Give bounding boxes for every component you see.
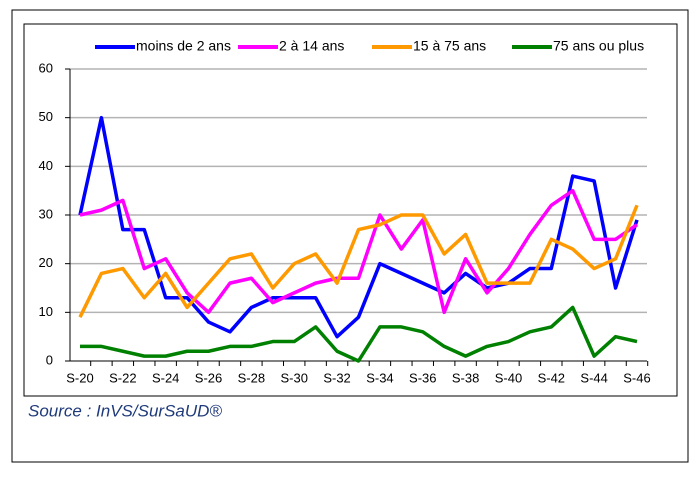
x-tick-label: S-42	[538, 370, 565, 385]
series-line	[80, 305, 638, 363]
source: Source : InVS/SurSaUD®	[28, 401, 222, 420]
y-tick-label: 60	[39, 60, 53, 75]
x-tick-label: S-22	[109, 370, 136, 385]
legend-label: moins de 2 ans	[136, 38, 231, 54]
legend-label: 2 à 14 ans	[279, 38, 344, 54]
y-tick-label: 50	[39, 109, 53, 124]
series-line	[78, 204, 639, 318]
x-tick-label: S-28	[238, 370, 265, 385]
x-tick-label: S-24	[152, 370, 179, 385]
series-line	[78, 115, 639, 339]
x-tick-label: S-34	[366, 370, 393, 385]
x-tick-label: S-30	[280, 370, 307, 385]
x-tick-label: S-40	[495, 370, 522, 385]
y-tick-label: 20	[39, 255, 53, 270]
y-tick-label: 0	[46, 352, 53, 367]
x-tick-label: S-20	[66, 370, 93, 385]
x-tick-label: S-46	[623, 370, 650, 385]
chart-frame	[23, 23, 678, 397]
x-tick-label: S-36	[409, 370, 436, 385]
x-tick-label: S-44	[580, 370, 607, 385]
y-tick-label: 10	[39, 304, 53, 319]
x-tick-label: S-38	[452, 370, 479, 385]
legend-label: 75 ans ou plus	[553, 38, 644, 54]
y-tick-label: 30	[39, 206, 53, 221]
outer-frame	[11, 9, 689, 463]
x-tick-label: S-26	[195, 370, 222, 385]
series-line	[79, 188, 638, 315]
y-tick-label: 40	[39, 158, 53, 173]
legend-label: 15 à 75 ans	[413, 38, 486, 54]
x-tick-label: S-32	[323, 370, 350, 385]
